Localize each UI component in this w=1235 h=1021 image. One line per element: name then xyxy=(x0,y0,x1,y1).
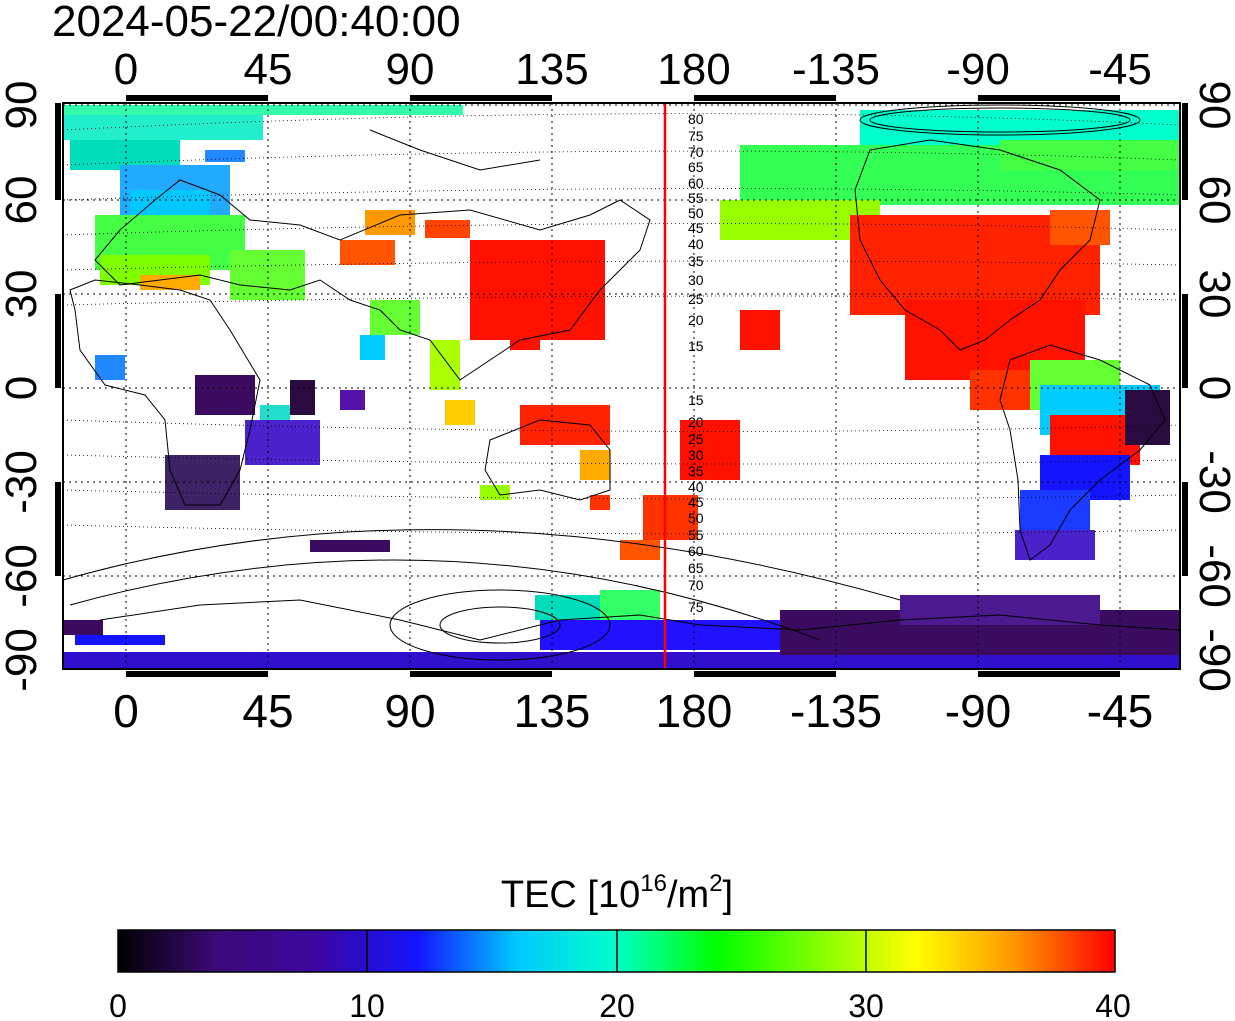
contour-label: 60 xyxy=(688,543,704,559)
contour-label: 65 xyxy=(688,159,704,175)
map-frame xyxy=(62,102,1181,670)
colorbar-tick-label: 20 xyxy=(599,988,635,1021)
contour-label: 50 xyxy=(688,510,704,526)
colorbar-title-exp2: 2 xyxy=(709,870,722,897)
frame-border-bars xyxy=(55,95,1188,677)
bottom-lon-label: -45 xyxy=(1087,685,1153,737)
colorbar-tick-label: 0 xyxy=(109,988,127,1021)
top-lon-label: -45 xyxy=(1088,45,1152,94)
left-lat-label: -60 xyxy=(0,544,46,608)
bottom-longitude-labels: 0 45 90 135 180 -135 -90 -45 xyxy=(113,685,1153,737)
contour-label: 40 xyxy=(688,236,704,252)
colorbar-title-end: ] xyxy=(723,874,734,916)
bottom-lon-label: 0 xyxy=(113,685,139,737)
map-plot-area: 80 75 70 65 60 55 50 45 40 35 30 25 20 1… xyxy=(63,103,1180,669)
right-lat-label: 60 xyxy=(1190,176,1235,225)
top-lon-label: -135 xyxy=(792,45,880,94)
top-lon-label: 45 xyxy=(244,45,293,94)
bottom-lon-label: 90 xyxy=(384,685,435,737)
left-latitude-labels: 90 60 30 0 -30 -60 -90 xyxy=(0,81,46,692)
right-lat-label: -90 xyxy=(1190,628,1235,692)
timestamp-title: 2024-05-22/00:40:00 xyxy=(52,0,461,46)
top-lon-label: 0 xyxy=(114,45,138,94)
top-lon-label: 135 xyxy=(515,45,588,94)
colorbar-ticks xyxy=(366,930,867,972)
contour-label: 65 xyxy=(688,560,704,576)
left-lat-label: 0 xyxy=(0,376,46,400)
bottom-lon-label: 135 xyxy=(514,685,591,737)
contour-label: 80 xyxy=(688,111,704,127)
left-lat-label: 30 xyxy=(0,270,46,319)
colorbar-tick-label: 30 xyxy=(848,988,884,1021)
top-lon-label: 180 xyxy=(657,45,730,94)
top-longitude-labels: 0 45 90 135 180 -135 -90 -45 xyxy=(114,45,1152,94)
bottom-lon-label: -135 xyxy=(790,685,882,737)
right-lat-label: 30 xyxy=(1190,270,1235,319)
bottom-lon-label: 45 xyxy=(242,685,293,737)
contour-label: 25 xyxy=(688,431,704,447)
right-lat-label: 0 xyxy=(1190,376,1235,400)
contour-label: 40 xyxy=(688,479,704,495)
colorbar-tick-label: 40 xyxy=(1095,988,1131,1021)
contour-label: 70 xyxy=(688,144,704,160)
contour-label: 75 xyxy=(688,599,704,615)
colorbar-title-mid: /m xyxy=(667,874,709,916)
graticule xyxy=(63,103,1180,669)
colorbar-title-exp1: 16 xyxy=(640,870,667,897)
contour-label: 45 xyxy=(688,494,704,510)
contour-label: 45 xyxy=(688,220,704,236)
right-lat-label: 90 xyxy=(1190,81,1235,130)
contour-label-group: 80 75 70 65 60 55 50 45 40 35 30 25 20 1… xyxy=(688,111,704,615)
contour-label: 25 xyxy=(688,291,704,307)
colorbar-tick-label: 10 xyxy=(349,988,385,1021)
right-latitude-labels: 90 60 30 0 -30 -60 -90 xyxy=(1190,81,1235,692)
contour-label: 60 xyxy=(688,175,704,191)
contour-label: 55 xyxy=(688,190,704,206)
coastlines xyxy=(69,104,1180,641)
top-lon-label: 90 xyxy=(386,45,435,94)
contour-label: 30 xyxy=(688,447,704,463)
left-lat-label: 90 xyxy=(0,81,46,130)
colorbar-title-main: TEC [10 xyxy=(501,874,640,916)
contour-label: 35 xyxy=(688,253,704,269)
right-lat-label: -60 xyxy=(1190,544,1235,608)
left-lat-label: -30 xyxy=(0,450,46,514)
left-lat-label: -90 xyxy=(0,628,46,692)
contour-label: 20 xyxy=(688,312,704,328)
contour-label: 15 xyxy=(688,392,704,408)
contour-label: 70 xyxy=(688,577,704,593)
right-lat-label: -30 xyxy=(1190,450,1235,514)
contour-label: 30 xyxy=(688,272,704,288)
contour-label: 20 xyxy=(688,414,704,430)
left-lat-label: 60 xyxy=(0,176,46,225)
colorbar-tick-labels: 0 10 20 30 40 xyxy=(109,988,1131,1021)
contour-label: 35 xyxy=(688,463,704,479)
bottom-lon-label: -90 xyxy=(945,685,1011,737)
polar-contours xyxy=(63,107,1131,661)
bottom-lon-label: 180 xyxy=(656,685,733,737)
contour-label: 15 xyxy=(688,338,704,354)
contour-label: 55 xyxy=(688,527,704,543)
top-lon-label: -90 xyxy=(946,45,1010,94)
contour-label: 75 xyxy=(688,128,704,144)
contour-label: 50 xyxy=(688,205,704,221)
tec-data-layer xyxy=(63,105,1180,669)
colorbar-title: TEC [1016/m2] xyxy=(501,870,733,916)
